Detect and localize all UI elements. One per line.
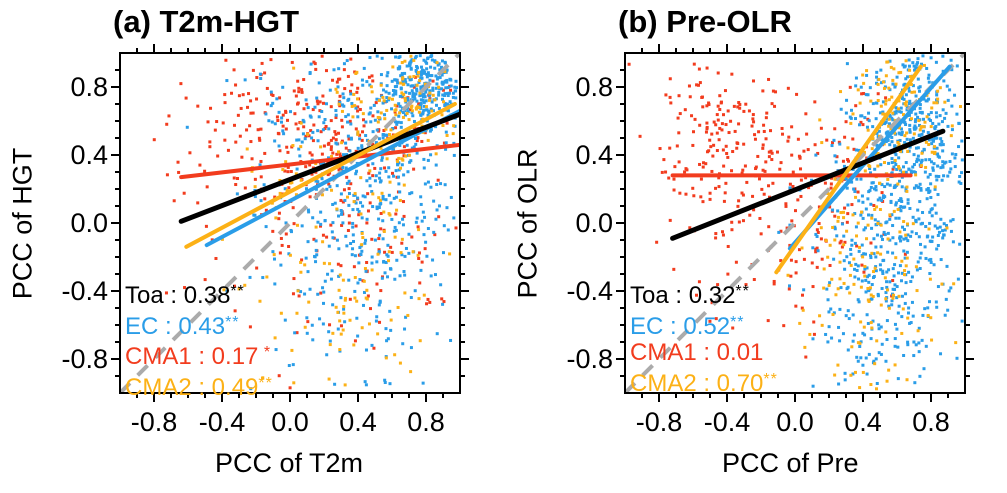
- x-tick-label: 0.8: [912, 407, 950, 437]
- significance-stars: **: [730, 313, 745, 331]
- legend-entry-text: CMA1 : 0.17: [125, 343, 259, 370]
- panel-a-plot-area: [111, 44, 469, 402]
- panel-b-data-layer: [625, 53, 965, 393]
- significance-stars: **: [735, 283, 750, 300]
- scatter-points-cma2: [220, 54, 456, 387]
- legend-entry-cma1: CMA1 : 0.01: [630, 339, 778, 367]
- x-tick-label: -0.4: [703, 407, 751, 437]
- legend-entry-ec: EC : 0.52**: [630, 310, 778, 341]
- x-tick-label: 0.8: [407, 407, 445, 437]
- panel-b-axis-ticks: [616, 44, 974, 402]
- y-tick-label: -0.8: [566, 344, 613, 374]
- x-tick-label: 0.4: [844, 407, 882, 437]
- panel-a-legend: Toa : 0.38** EC : 0.43** CMA1 : 0.17 * CMA2…: [125, 279, 273, 401]
- y-tick-label: 0.8: [575, 72, 613, 102]
- legend-entry-text: CMA2 : 0.70: [630, 369, 764, 397]
- regression-line-toa: [670, 128, 946, 241]
- y-tick-label: 0.0: [70, 208, 108, 238]
- x-tick-label: 0.0: [776, 407, 814, 437]
- legend-entry-text: Toa : 0.32: [630, 282, 736, 309]
- x-tick-label: -0.4: [198, 407, 246, 437]
- legend-entry-cma2: CMA2 : 0.49**: [125, 371, 273, 402]
- regression-line-ec: [204, 108, 460, 248]
- x-tick-label: -0.8: [130, 407, 178, 437]
- y-tick-label: 0.8: [70, 72, 108, 102]
- y-tick-label: 0.4: [575, 140, 613, 170]
- legend-entry-text: EC : 0.43: [125, 312, 226, 340]
- y-tick-label: -0.8: [61, 344, 108, 374]
- y-tick-label: 0.0: [575, 208, 613, 238]
- y-tick-label: -0.4: [61, 276, 108, 306]
- panel-a-axis-ticks: [111, 44, 469, 402]
- regression-line-cma2: [184, 102, 457, 249]
- legend-entry-cma2: CMA2 : 0.70**: [630, 367, 778, 398]
- scatter-points-cma1: [627, 62, 923, 359]
- significance-stars: *: [258, 344, 272, 361]
- significance-stars: **: [230, 283, 245, 300]
- regression-line-toa: [178, 111, 460, 224]
- identity-reference-line: [625, 53, 965, 393]
- significance-stars: **: [225, 313, 240, 331]
- regression-line-cma2: [774, 64, 923, 275]
- panel-b-title: (b) Pre-OLR: [618, 4, 792, 39]
- legend-entry-toa: Toa : 0.32**: [630, 279, 778, 310]
- x-tick-label: -0.8: [635, 407, 683, 437]
- x-tick-label: 0.0: [271, 407, 309, 437]
- x-tick-label: 0.4: [339, 407, 377, 437]
- identity-reference-line: [120, 53, 460, 393]
- y-tick-label: 0.4: [70, 140, 108, 170]
- panel-a-title: (a) T2m-HGT: [113, 4, 299, 39]
- panel-b-xlabel: PCC of Pre: [722, 448, 859, 478]
- panel-b-plot-area: [616, 44, 974, 402]
- significance-stars: **: [763, 370, 778, 388]
- panel-b-legend: Toa : 0.32** EC : 0.52** CMA1 : 0.01 CMA2 :…: [630, 279, 778, 397]
- legend-entry-text: CMA2 : 0.49: [125, 373, 259, 401]
- panel-a-data-layer: [120, 53, 460, 393]
- panel-a-xlabel: PCC of T2m: [215, 448, 364, 478]
- legend-entry-text: Toa : 0.38: [125, 282, 231, 309]
- y-tick-label: -0.4: [566, 276, 613, 306]
- legend-entry-text: EC : 0.52: [630, 312, 731, 340]
- legend-entry-ec: EC : 0.43**: [125, 310, 273, 341]
- legend-entry-cma1: CMA1 : 0.17 *: [125, 340, 273, 371]
- legend-entry-toa: Toa : 0.38**: [125, 279, 273, 310]
- scatter-points-ec: [777, 54, 964, 388]
- regression-line-cma1: [179, 142, 460, 180]
- legend-entry-text: CMA1 : 0.01: [630, 339, 764, 366]
- significance-stars: **: [258, 374, 273, 392]
